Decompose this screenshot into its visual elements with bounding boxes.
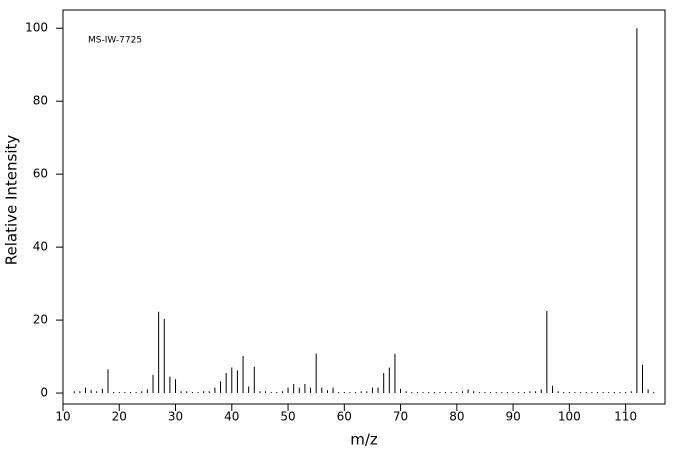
y-tick-label: 80: [33, 94, 48, 108]
x-tick-label: 70: [393, 410, 408, 424]
x-tick-label: 110: [614, 410, 637, 424]
x-tick-label: 80: [449, 410, 464, 424]
y-tick-label: 20: [33, 313, 48, 327]
x-tick-label: 60: [337, 410, 352, 424]
x-tick-label: 90: [505, 410, 520, 424]
x-tick-label: 30: [168, 410, 183, 424]
y-axis-label: Relative Intensity: [3, 135, 21, 266]
x-tick-label: 100: [558, 410, 581, 424]
x-axis-label: m/z: [350, 431, 378, 449]
y-tick-label: 100: [25, 21, 48, 35]
x-tick-label: 50: [280, 410, 295, 424]
y-tick-label: 0: [40, 386, 48, 400]
plot-frame: [62, 9, 666, 405]
x-tick-label: 10: [55, 410, 70, 424]
x-tick-label: 20: [112, 410, 127, 424]
y-tick-label: 40: [33, 240, 48, 254]
annotation: MS-IW-7725: [88, 36, 142, 46]
y-tick-label: 60: [33, 167, 48, 181]
x-tick-label: 40: [224, 410, 239, 424]
